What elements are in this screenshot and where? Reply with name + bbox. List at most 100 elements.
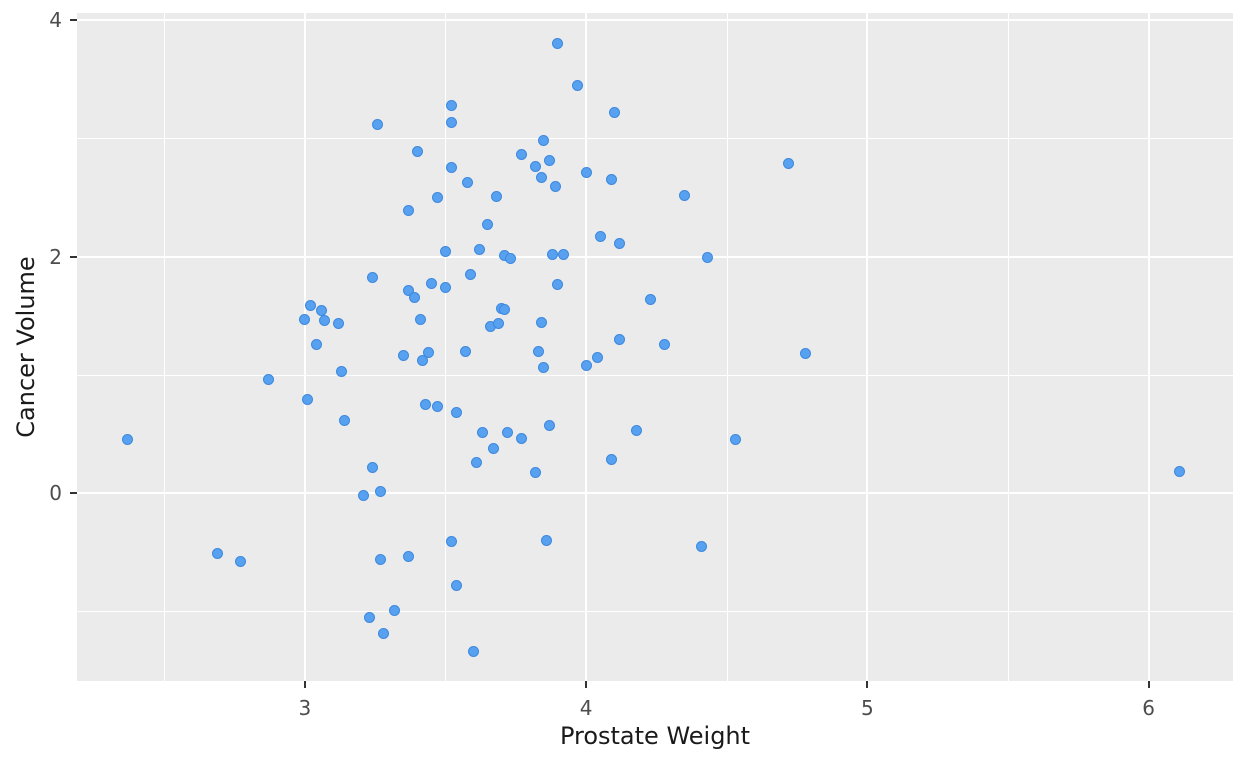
data-point bbox=[701, 252, 713, 264]
data-point bbox=[490, 190, 502, 202]
gridline-x-major bbox=[585, 13, 588, 681]
data-point bbox=[645, 293, 657, 305]
data-point bbox=[465, 268, 477, 280]
data-point bbox=[504, 253, 516, 265]
data-point bbox=[1174, 466, 1186, 478]
data-point bbox=[445, 99, 457, 111]
y-tick-mark bbox=[70, 492, 77, 494]
x-tick-mark bbox=[585, 681, 588, 688]
gridline-y-major bbox=[77, 19, 1233, 22]
data-point bbox=[468, 645, 480, 657]
x-tick-mark bbox=[303, 681, 306, 688]
data-point bbox=[414, 313, 426, 325]
data-point bbox=[552, 279, 564, 291]
data-point bbox=[695, 540, 707, 552]
data-point bbox=[389, 604, 401, 616]
data-point bbox=[529, 467, 541, 479]
data-point bbox=[538, 135, 550, 147]
data-point bbox=[375, 553, 387, 565]
x-tick-label: 5 bbox=[860, 696, 874, 720]
data-point bbox=[425, 278, 437, 290]
data-point bbox=[783, 157, 795, 169]
data-point bbox=[364, 611, 376, 623]
data-point bbox=[572, 79, 584, 91]
gridline-x-major bbox=[866, 13, 869, 681]
data-point bbox=[476, 427, 488, 439]
x-tick-label: 6 bbox=[1142, 696, 1155, 720]
data-point bbox=[605, 454, 617, 466]
data-point bbox=[515, 433, 527, 445]
data-point bbox=[729, 434, 741, 446]
data-point bbox=[338, 415, 350, 427]
data-point bbox=[366, 461, 378, 473]
data-point bbox=[403, 204, 415, 216]
data-point bbox=[333, 318, 345, 330]
data-point bbox=[580, 167, 592, 179]
data-point bbox=[423, 346, 435, 358]
data-point bbox=[299, 313, 311, 325]
gridline-y-minor bbox=[77, 138, 1233, 140]
x-tick-label: 3 bbox=[298, 696, 312, 720]
data-point bbox=[541, 534, 553, 546]
data-point bbox=[558, 248, 570, 260]
data-point bbox=[420, 398, 432, 410]
data-point bbox=[538, 362, 550, 374]
data-point bbox=[546, 248, 558, 260]
data-point bbox=[445, 162, 457, 174]
data-point bbox=[462, 176, 474, 188]
data-point bbox=[403, 551, 415, 563]
data-point bbox=[535, 317, 547, 329]
x-axis-title: Prostate Weight bbox=[559, 722, 751, 750]
data-point bbox=[614, 238, 626, 250]
data-point bbox=[445, 535, 457, 547]
data-point bbox=[614, 333, 626, 345]
data-point bbox=[234, 556, 246, 568]
data-point bbox=[445, 117, 457, 129]
y-tick-label: 2 bbox=[49, 244, 62, 269]
data-point bbox=[470, 456, 482, 468]
y-axis-title: Cancer Volume bbox=[12, 256, 40, 438]
data-point bbox=[451, 579, 463, 591]
data-point bbox=[501, 427, 513, 439]
data-point bbox=[493, 318, 505, 330]
data-point bbox=[482, 219, 494, 231]
data-point bbox=[631, 424, 643, 436]
data-point bbox=[473, 243, 485, 255]
plot-panel bbox=[77, 13, 1233, 681]
gridline-y-major bbox=[77, 255, 1233, 258]
data-point bbox=[659, 338, 671, 350]
data-point bbox=[591, 351, 603, 363]
data-point bbox=[439, 246, 451, 258]
data-point bbox=[372, 118, 384, 130]
data-point bbox=[358, 489, 370, 501]
data-point bbox=[378, 628, 390, 640]
gridline-y-minor bbox=[77, 611, 1233, 613]
data-point bbox=[487, 442, 499, 454]
data-point bbox=[549, 181, 561, 193]
data-point bbox=[552, 38, 564, 50]
y-tick-mark bbox=[70, 19, 77, 22]
data-point bbox=[544, 155, 556, 167]
data-point bbox=[262, 374, 274, 385]
gridline-x-minor bbox=[726, 13, 728, 681]
data-point bbox=[608, 106, 620, 118]
x-tick-mark bbox=[866, 681, 869, 688]
data-point bbox=[122, 434, 134, 446]
data-point bbox=[403, 285, 415, 297]
data-point bbox=[375, 486, 387, 498]
x-tick-mark bbox=[1147, 681, 1150, 688]
data-point bbox=[304, 299, 316, 311]
data-point bbox=[594, 230, 606, 242]
data-point bbox=[335, 365, 347, 377]
gridline-y-minor bbox=[77, 374, 1233, 376]
data-point bbox=[515, 149, 527, 161]
data-point bbox=[499, 304, 511, 316]
x-tick-label: 4 bbox=[579, 696, 593, 720]
data-point bbox=[417, 355, 429, 367]
data-point bbox=[397, 350, 409, 362]
data-point bbox=[532, 345, 544, 357]
data-point bbox=[411, 145, 423, 157]
data-point bbox=[319, 314, 330, 326]
data-point bbox=[431, 191, 443, 203]
